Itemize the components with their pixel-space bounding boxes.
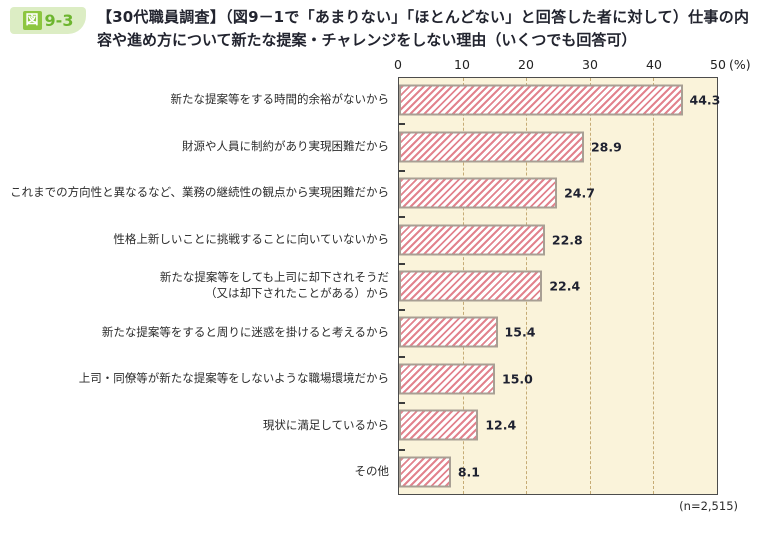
x-axis-tick-label: 30: [582, 57, 598, 72]
chart-row: その他 8.1: [0, 449, 760, 495]
category-label: 現状に満足しているから: [262, 417, 389, 432]
category-axis-tick: [399, 216, 405, 219]
row-plot: 22.4: [398, 263, 718, 309]
x-axis-unit: (%): [729, 57, 751, 72]
bar: [399, 84, 683, 116]
gridline: [653, 78, 655, 494]
category-label: 新たな提案等をすると周りに迷惑を掛けると考えるから: [101, 324, 389, 339]
category-label: その他: [354, 463, 390, 478]
chart-row: 新たな提案等をする時間的余裕がないから 44.3: [0, 77, 760, 123]
chart-row: 新たな提案等をしても上司に却下されそうだ （又は却下されたことがある）から 22.…: [0, 263, 760, 309]
category-axis-tick: [399, 123, 405, 126]
bar-value-label: 24.7: [564, 185, 595, 201]
bar-value-label: 8.1: [457, 464, 480, 480]
category-label: 性格上新しいことに挑戦することに向いていないから: [113, 231, 389, 246]
figure-title: 【30代職員調査】（図9－1で「あまりない」「ほとんどない」と回答した者に対して…: [97, 8, 749, 49]
chart-row: 性格上新しいことに挑戦することに向いていないから 22.8: [0, 216, 760, 262]
row-plot: 44.3: [398, 77, 721, 123]
figure-badge: 図 9-3: [10, 7, 86, 34]
category-axis-tick: [399, 355, 405, 358]
bar: [399, 270, 543, 302]
category-label: 新たな提案等をしても上司に却下されそうだ （又は却下されたことがある）から: [159, 270, 389, 300]
bar: [399, 131, 584, 163]
gridline: [589, 78, 591, 494]
category-label: 上司・同僚等が新たな提案等をしないような職場環境だから: [78, 371, 389, 386]
row-plot: 15.0: [398, 356, 718, 402]
bar: [399, 177, 558, 209]
category-label: これまでの方向性と異なるなど、業務の継続性の観点から実現困難だから: [10, 185, 389, 200]
category-axis-tick: [399, 448, 405, 451]
bar-value-label: 44.3: [689, 92, 721, 108]
figure-badge-number: 9-3: [44, 11, 74, 30]
category-label: 新たな提案等をする時間的余裕がないから: [170, 92, 390, 107]
row-plot: 28.9: [398, 123, 718, 169]
bar-value-label: 15.4: [504, 324, 536, 340]
x-axis-tick-label: 0: [394, 57, 402, 72]
chart-row: 上司・同僚等が新たな提案等をしないような職場環境だから 15.0: [0, 356, 760, 402]
bar: [399, 363, 495, 395]
chart-row: これまでの方向性と異なるなど、業務の継続性の観点から実現困難だから 24.7: [0, 170, 760, 216]
bar: [399, 409, 479, 441]
row-plot: 12.4: [398, 402, 718, 448]
bar-value-label: 28.9: [590, 139, 622, 155]
row-plot: 22.8: [398, 216, 718, 262]
row-plot: 8.1: [398, 449, 718, 495]
bar: [399, 316, 498, 348]
bar-value-label: 15.0: [502, 371, 533, 387]
x-axis-tick-label: 40: [646, 57, 662, 72]
category-axis-tick: [399, 309, 405, 312]
category-label: 財源や人員に制約があり実現困難だから: [182, 138, 389, 153]
category-axis-tick: [399, 262, 405, 265]
x-axis: (%) 0 10 20 30 40 50: [394, 57, 751, 75]
chart-row: 財源や人員に制約があり実現困難だから 28.9: [0, 123, 760, 169]
figure-badge-icon: 図: [22, 11, 42, 30]
bar-value-label: 22.8: [551, 232, 583, 248]
bar-value-label: 22.4: [549, 278, 581, 294]
x-axis-tick-label: 20: [518, 57, 534, 72]
x-axis-tick-label: 10: [454, 57, 470, 72]
bar-value-label: 12.4: [485, 417, 517, 433]
row-plot: 24.7: [398, 170, 718, 216]
sample-size-label: (n=2,515): [679, 499, 738, 513]
chart-row: 現状に満足しているから 12.4: [0, 402, 760, 448]
chart-rows: 新たな提案等をする時間的余裕がないから 44.3 財源や人員に制約があり実現困難だか…: [0, 77, 760, 495]
category-axis-tick: [399, 402, 405, 405]
category-axis-tick: [399, 169, 405, 172]
x-axis-tick-label: 50: [710, 57, 726, 72]
bar: [399, 456, 451, 488]
row-plot: 15.4: [398, 309, 718, 355]
chart-row: 新たな提案等をすると周りに迷惑を掛けると考えるから 15.4: [0, 309, 760, 355]
bar: [399, 224, 545, 256]
